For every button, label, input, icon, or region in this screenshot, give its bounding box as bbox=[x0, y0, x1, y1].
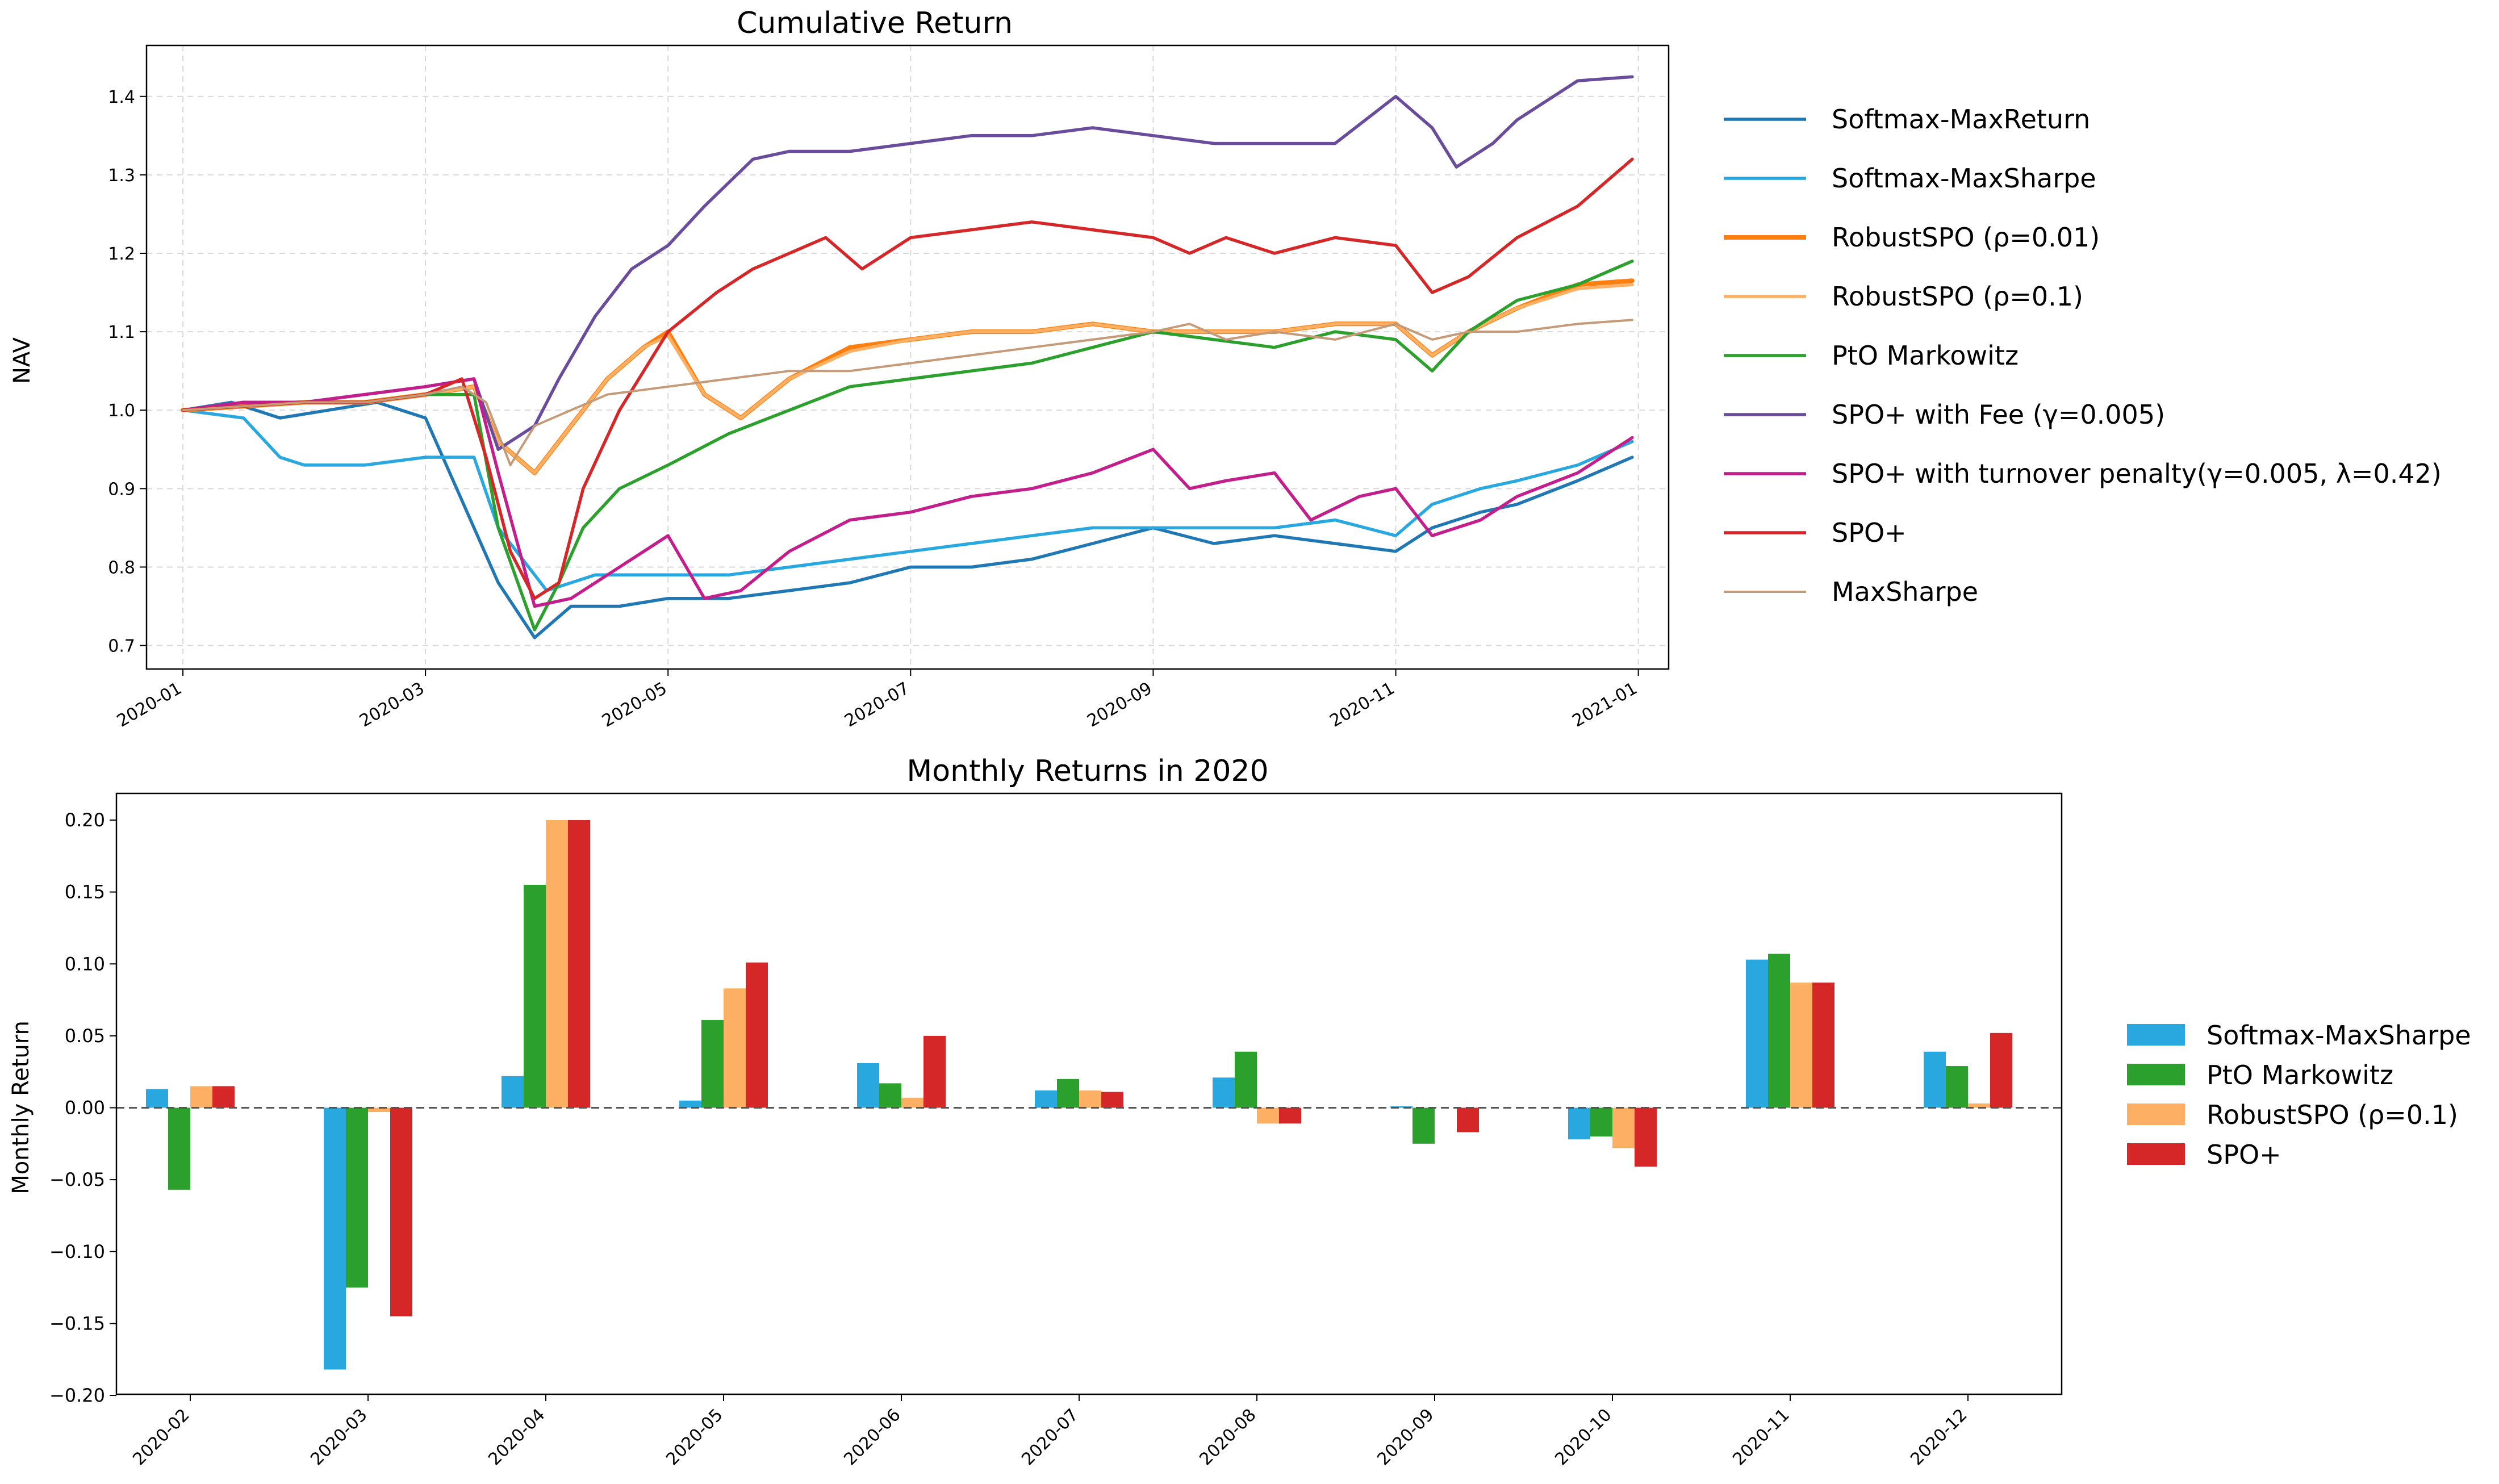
bar bbox=[568, 820, 590, 1108]
series-line bbox=[181, 377, 1634, 608]
legend-label: Softmax-MaxReturn bbox=[1832, 104, 2090, 135]
bar bbox=[524, 884, 546, 1108]
bar bbox=[1213, 1077, 1235, 1108]
bar bbox=[1590, 1107, 1612, 1137]
series-lines bbox=[181, 75, 1635, 639]
bar bbox=[724, 988, 746, 1108]
y-tick-label: 0.8 bbox=[108, 558, 135, 578]
y-tick-label: 0.05 bbox=[65, 1025, 105, 1047]
y-tick-label: 1.3 bbox=[108, 166, 135, 186]
legend-swatch bbox=[2127, 1103, 2185, 1125]
bar bbox=[390, 1107, 412, 1316]
bar bbox=[1413, 1107, 1435, 1144]
bars bbox=[146, 820, 2012, 1370]
bar bbox=[1235, 1051, 1257, 1108]
bar bbox=[346, 1107, 368, 1288]
y-tick-label: 1.0 bbox=[108, 401, 135, 421]
bar bbox=[324, 1107, 346, 1370]
legend-swatch bbox=[2127, 1143, 2185, 1165]
legend-label: PtO Markowitz bbox=[2207, 1060, 2393, 1090]
bar bbox=[1568, 1107, 1590, 1140]
monthly-returns-chart: Monthly Returns in 2020 Monthly Return −… bbox=[8, 754, 2471, 1469]
bar bbox=[546, 820, 568, 1108]
bar bbox=[190, 1086, 212, 1108]
legend-label: SPO+ bbox=[2207, 1139, 2281, 1170]
series-line bbox=[181, 260, 1634, 632]
legend-label: PtO Markowitz bbox=[1832, 340, 2019, 371]
bar bbox=[1612, 1107, 1635, 1148]
series-line bbox=[182, 319, 1633, 466]
legend-label: Softmax-MaxSharpe bbox=[1832, 163, 2096, 194]
bar bbox=[923, 1035, 946, 1108]
bar bbox=[1457, 1107, 1479, 1132]
bar bbox=[1035, 1090, 1057, 1108]
chart-title: Cumulative Return bbox=[737, 6, 1013, 40]
bar bbox=[168, 1107, 190, 1190]
bar bbox=[1057, 1078, 1079, 1108]
y-axis-ticks: −0.20 −0.15 −0.10 −0.05 0.00 0.05 0.10 0.15 0.20 bbox=[49, 809, 116, 1406]
bar bbox=[1101, 1092, 1123, 1108]
bar bbox=[1257, 1107, 1279, 1124]
bar bbox=[1946, 1066, 1968, 1108]
legend-swatch bbox=[2127, 1024, 2185, 1046]
legend-label: SPO+ bbox=[1832, 517, 1907, 548]
bar bbox=[1390, 1106, 1413, 1108]
series-line bbox=[181, 157, 1634, 600]
bar bbox=[1812, 983, 1834, 1108]
y-tick-label: 0.20 bbox=[65, 809, 105, 831]
plot-frame bbox=[115, 792, 2063, 1395]
y-tick-label: 0.00 bbox=[65, 1097, 105, 1119]
bar bbox=[746, 962, 768, 1108]
legend-label: RobustSPO (ρ=0.1) bbox=[1832, 281, 2083, 312]
y-tick-label: 0.7 bbox=[108, 637, 135, 657]
bar bbox=[502, 1076, 524, 1108]
bar bbox=[146, 1089, 168, 1108]
y-tick-label: 0.9 bbox=[108, 479, 135, 499]
legend-label: MaxSharpe bbox=[1832, 576, 1978, 607]
y-tick-label: 1.2 bbox=[108, 244, 135, 264]
y-axis-label: NAV bbox=[9, 337, 35, 384]
bar bbox=[701, 1020, 724, 1108]
legend-label: RobustSPO (ρ=0.01) bbox=[1832, 222, 2100, 253]
plot-frame bbox=[145, 44, 1670, 670]
y-tick-label: 1.4 bbox=[108, 87, 135, 107]
bar bbox=[212, 1086, 235, 1108]
y-tick-label: 0.10 bbox=[65, 953, 105, 975]
y-axis-label: Monthly Return bbox=[8, 1021, 34, 1194]
bar bbox=[1990, 1032, 2012, 1108]
y-tick-label: −0.20 bbox=[49, 1385, 105, 1406]
y-axis-ticks: 0.7 0.8 0.9 1.0 1.1 1.2 1.3 1.4 bbox=[108, 87, 147, 657]
y-tick-label: −0.10 bbox=[49, 1241, 105, 1263]
legend-swatch bbox=[2127, 1064, 2185, 1085]
y-tick-label: −0.05 bbox=[49, 1169, 105, 1190]
bar bbox=[1079, 1090, 1101, 1108]
bar bbox=[679, 1100, 701, 1108]
bar bbox=[1968, 1103, 1990, 1108]
bar bbox=[879, 1083, 901, 1108]
series-line bbox=[181, 400, 1634, 639]
y-tick-label: 1.1 bbox=[108, 323, 135, 342]
legend-label: RobustSPO (ρ=0.1) bbox=[2207, 1100, 2458, 1130]
bar bbox=[1746, 959, 1768, 1108]
bar bbox=[1768, 954, 1790, 1108]
legend-label: Softmax-MaxSharpe bbox=[2207, 1020, 2471, 1051]
legend-label: SPO+ with Fee (γ=0.005) bbox=[1832, 399, 2165, 430]
legend-label: SPO+ with turnover penalty(γ=0.005, λ=0.… bbox=[1832, 458, 2442, 489]
legend: Softmax-MaxSharpe PtO Markowitz RobustSPO … bbox=[2127, 1020, 2471, 1170]
chart-title: Monthly Returns in 2020 bbox=[906, 754, 1268, 788]
bar bbox=[368, 1107, 390, 1113]
bar bbox=[901, 1097, 923, 1108]
y-tick-label: 0.15 bbox=[65, 881, 105, 903]
bar bbox=[1635, 1107, 1657, 1167]
y-tick-label: −0.15 bbox=[49, 1312, 105, 1334]
bar bbox=[1279, 1107, 1301, 1124]
grid bbox=[147, 45, 1669, 669]
bar bbox=[1790, 983, 1812, 1108]
series-line bbox=[181, 408, 1634, 592]
bar bbox=[1924, 1051, 1946, 1108]
legend: Softmax-MaxReturn Softmax-MaxSharpe Robust… bbox=[1724, 104, 2442, 607]
bar bbox=[857, 1063, 879, 1108]
